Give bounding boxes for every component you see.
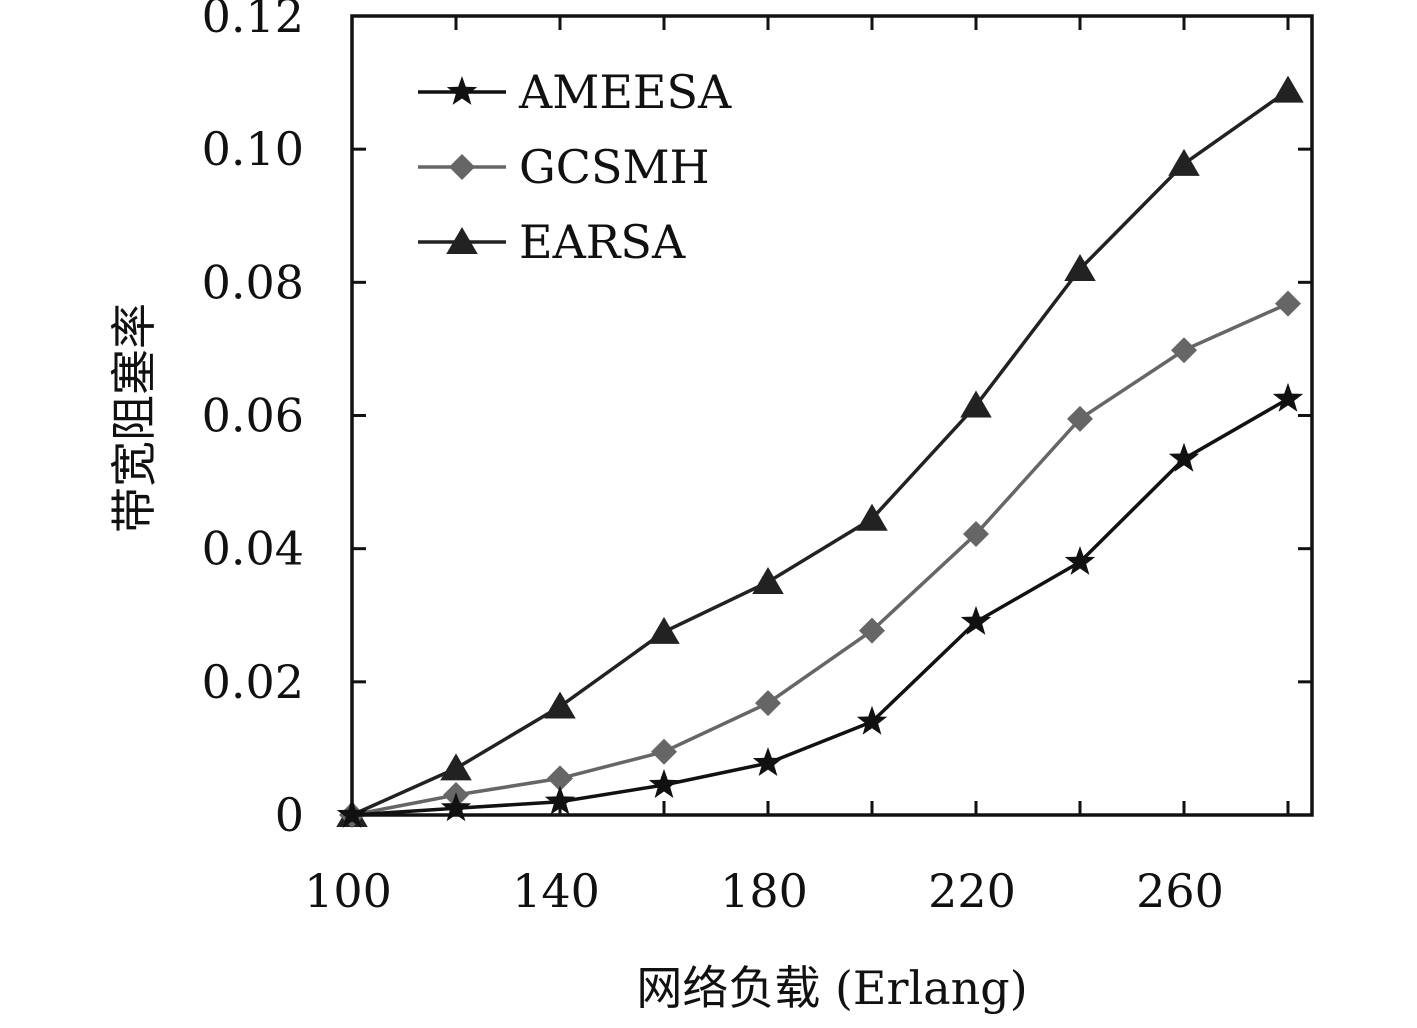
data-point-earsa xyxy=(440,753,472,781)
data-point-gcsmh xyxy=(859,617,885,644)
data-point-earsa xyxy=(856,503,888,531)
x-tick-label: 260 xyxy=(1136,864,1224,918)
markers-layer xyxy=(336,75,1304,828)
data-point-ameesa xyxy=(1272,382,1304,412)
x-tick-label: 100 xyxy=(304,864,392,918)
x-tick-label: 220 xyxy=(928,864,1016,918)
y-tick-label: 0 xyxy=(275,788,304,842)
data-point-gcsmh xyxy=(1275,290,1301,317)
data-point-ameesa xyxy=(1168,442,1200,472)
plot-frame xyxy=(350,14,1314,817)
data-point-earsa xyxy=(960,390,992,418)
data-point-earsa xyxy=(1168,148,1200,176)
y-axis-title: 带宽阻塞率 xyxy=(107,303,161,533)
y-tick-label: 0.08 xyxy=(202,255,304,309)
legend: AMEESA GCSMH EARSA xyxy=(418,65,732,269)
y-tick-label: 0.06 xyxy=(202,389,304,443)
legend-marker-gcsmh xyxy=(449,154,475,180)
series-line-ameesa xyxy=(351,397,1289,817)
legend-item-earsa: EARSA xyxy=(418,215,686,269)
ticks-layer: 0 0.02 0.04 0.06 0.08 0.10 0.12 100 140 180 220 260 xyxy=(202,0,1312,918)
legend-item-gcsmh: GCSMH xyxy=(418,140,710,194)
series-layer xyxy=(351,89,1290,817)
y-tick-label: 0.10 xyxy=(202,122,304,176)
data-point-gcsmh xyxy=(1067,405,1093,432)
data-point-gcsmh xyxy=(963,521,989,548)
legend-marker-earsa xyxy=(446,227,478,254)
legend-label: GCSMH xyxy=(519,140,710,194)
data-point-gcsmh xyxy=(547,765,573,792)
data-point-ameesa xyxy=(1064,546,1096,575)
data-point-gcsmh xyxy=(755,690,781,717)
data-point-ameesa xyxy=(856,705,888,735)
legend-marker-ameesa xyxy=(446,76,478,105)
data-point-earsa xyxy=(752,566,784,594)
data-point-earsa xyxy=(1064,254,1096,282)
x-tick-label: 180 xyxy=(720,864,808,918)
data-point-ameesa xyxy=(544,785,576,815)
data-point-gcsmh xyxy=(651,738,677,765)
data-point-earsa xyxy=(544,691,576,719)
y-tick-label: 0.04 xyxy=(202,522,304,576)
series-line-earsa xyxy=(351,89,1290,817)
data-point-gcsmh xyxy=(1171,337,1197,364)
y-tick-label: 0.02 xyxy=(202,655,304,709)
data-point-earsa xyxy=(1272,75,1304,103)
legend-item-ameesa: AMEESA xyxy=(418,65,732,119)
data-point-ameesa xyxy=(752,747,784,776)
x-tick-label: 140 xyxy=(512,864,600,918)
legend-label: AMEESA xyxy=(518,65,732,119)
data-point-ameesa xyxy=(960,605,992,635)
data-point-earsa xyxy=(648,616,680,644)
series-line-gcsmh xyxy=(351,302,1289,817)
x-axis-title: 网络负载 (Erlang) xyxy=(636,961,1027,1015)
data-point-ameesa xyxy=(648,769,680,798)
legend-label: EARSA xyxy=(519,215,686,269)
y-tick-label: 0.12 xyxy=(202,0,304,43)
